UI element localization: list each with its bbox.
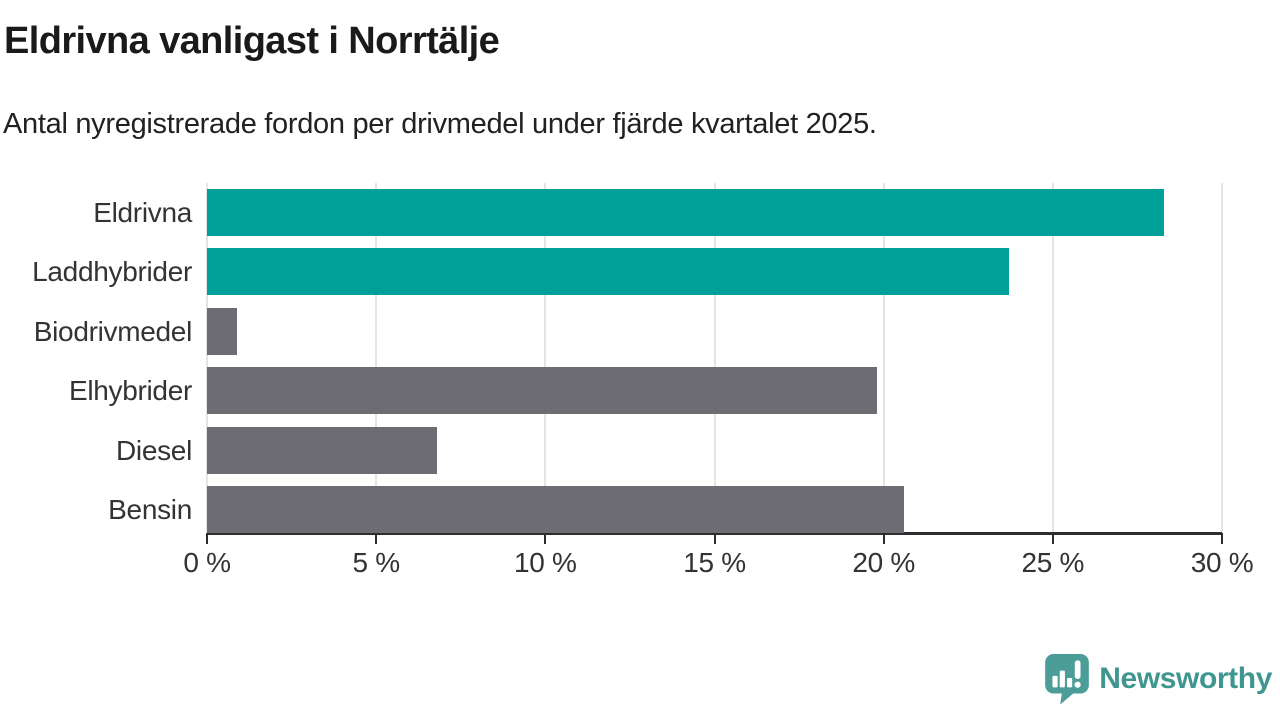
x-tick-label: 5 % — [352, 547, 400, 578]
category-label: Eldrivna — [93, 197, 192, 228]
x-tick-label: 15 % — [683, 547, 746, 578]
newsworthy-logo-text: Newsworthy — [1099, 662, 1272, 695]
x-axis-tick — [882, 533, 885, 544]
bar-biodrivmedel — [207, 307, 238, 355]
gridline — [882, 183, 885, 532]
x-axis: 0 % 5 % 10 % 15 % 20 % 25 % 30 % — [0, 532, 1280, 594]
gridline — [544, 183, 547, 532]
gridline — [1221, 183, 1223, 532]
x-tick-label: 20 % — [852, 547, 915, 578]
bar-elhybrider — [207, 367, 877, 415]
x-axis-tick — [1221, 533, 1223, 544]
plot-area — [206, 183, 1223, 535]
chart-title: Eldrivna vanligast i Norrtälje — [4, 20, 500, 62]
x-axis-tick — [206, 533, 208, 544]
category-label: Diesel — [115, 434, 192, 466]
x-tick-label: 30 % — [1190, 547, 1254, 578]
bar-eldrivna — [207, 189, 1165, 236]
x-axis-tick — [713, 533, 716, 544]
bar-diesel — [207, 426, 438, 474]
x-tick-label: 10 % — [514, 547, 577, 578]
category-label: Laddhybrider — [32, 256, 192, 288]
category-labels: Eldrivna Laddhybrider Biodrivmedel Elhybrid… — [0, 183, 192, 532]
x-tick-label: 25 % — [1021, 547, 1085, 578]
x-tick-label: 0 % — [183, 547, 231, 578]
x-axis-tick — [544, 533, 547, 544]
gridline — [1051, 183, 1054, 532]
category-label: Biodrivmedel — [33, 315, 193, 347]
chart-subtitle: Antal nyregistrerade fordon per drivmede… — [3, 108, 877, 140]
gridline — [713, 183, 716, 532]
category-label: Bensin — [108, 494, 192, 525]
newsworthy-logo: Newsworthy — [1044, 652, 1272, 706]
x-axis-tick — [1051, 533, 1054, 544]
newsworthy-logo-icon — [1045, 654, 1090, 705]
gridline — [375, 183, 378, 532]
gridline — [206, 183, 208, 532]
bar-bensin — [207, 486, 904, 533]
x-axis-tick — [375, 533, 378, 544]
category-label: Elhybrider — [68, 375, 192, 407]
bar-laddhybrider — [207, 248, 1009, 296]
